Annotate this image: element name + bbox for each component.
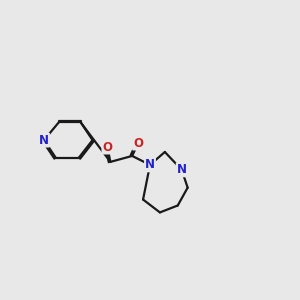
Text: N: N [39,134,49,147]
Text: O: O [102,140,112,154]
Text: O: O [133,136,143,150]
Text: N: N [145,158,155,171]
Text: N: N [177,163,187,176]
